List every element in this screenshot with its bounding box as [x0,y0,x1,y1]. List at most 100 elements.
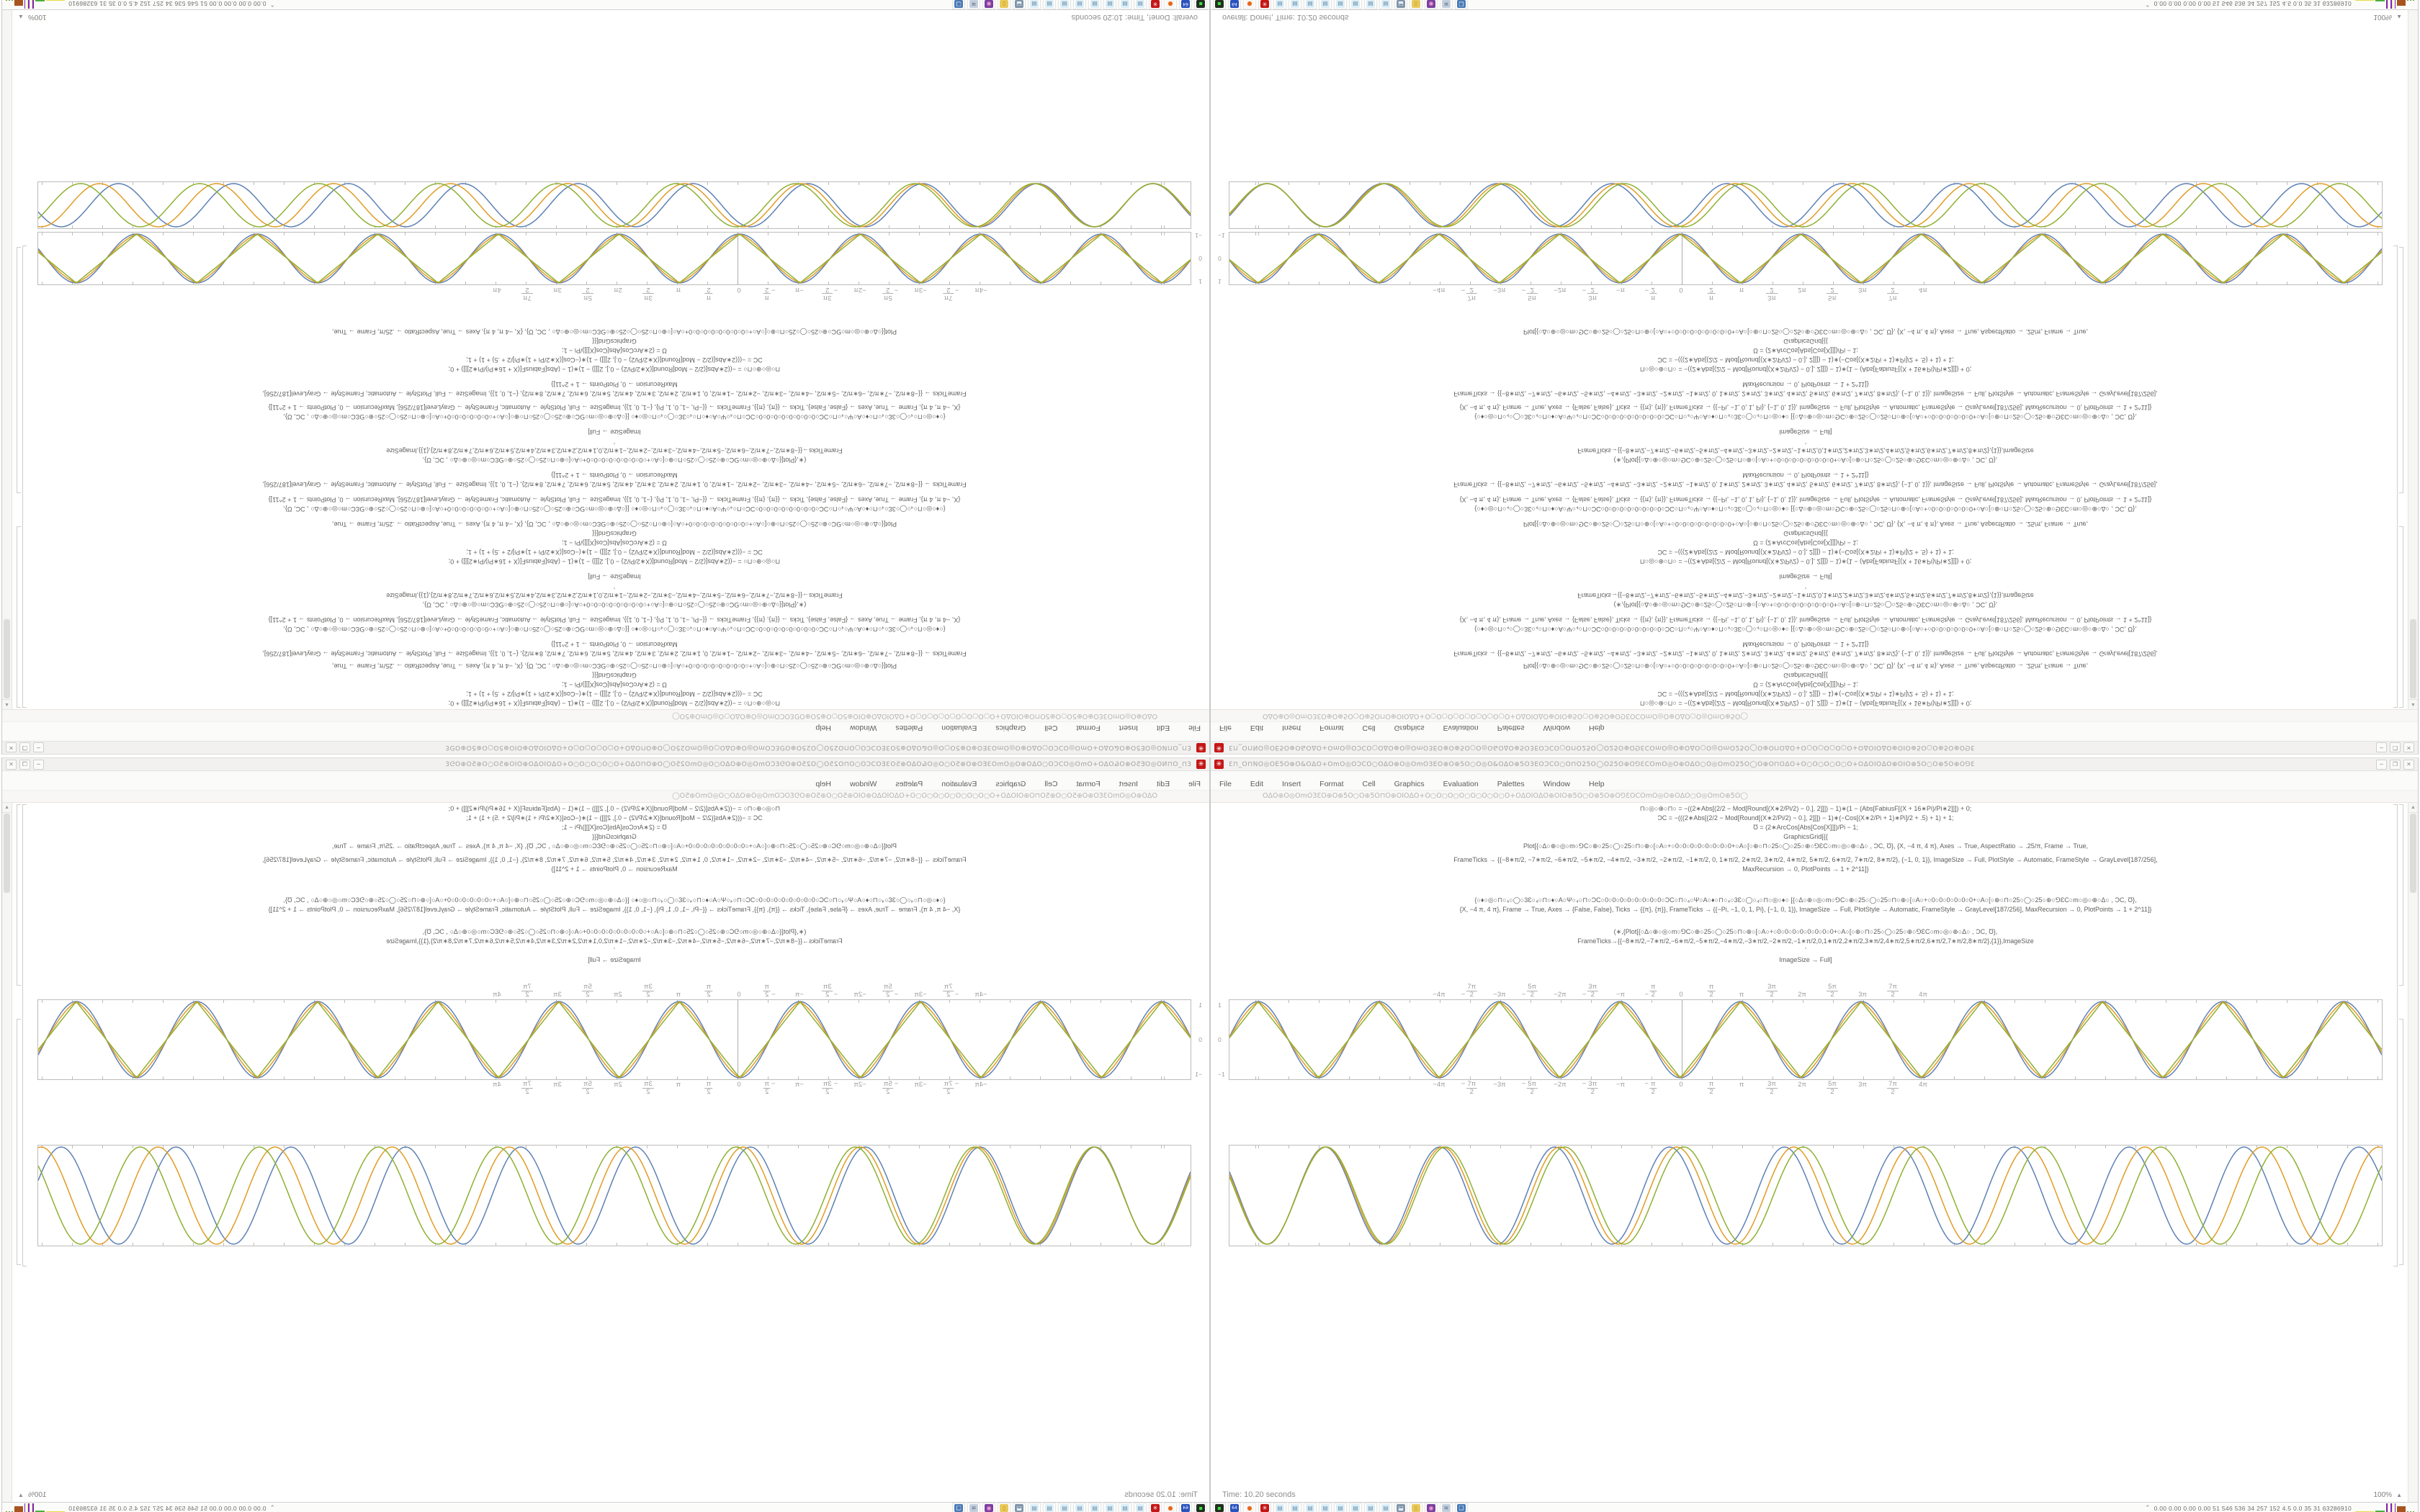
folder-icon[interactable]: ▯ [1410,1502,1422,1512]
chat-app-icon[interactable]: ◉ [1425,1502,1438,1512]
menu-item-edit[interactable]: Edit [1156,780,1170,788]
cell-bracket[interactable] [2399,804,2403,986]
folder-icon[interactable]: ▯ [998,0,1010,10]
menu-item-palettes[interactable]: Palettes [895,724,923,732]
cell-bracket[interactable] [2399,526,2403,708]
menu-item-graphics[interactable]: Graphics [995,724,1026,732]
menu-item-insert[interactable]: Insert [1282,724,1301,732]
menu-item-format[interactable]: Format [1319,724,1344,732]
notebook-toolbar[interactable]: OΔO⊕O◎OmO3ƐO⊕O⊕5O○O⊕5O⊓O⊕OΙOΔO+O○O○O○O○O… [1211,709,2418,722]
menu-item-help[interactable]: Help [1589,780,1605,788]
code-cell[interactable]: (∗,{Plot[{○Δ○⊕○◎○m○⅁C○⊕○25○◯○25○⊓○⊕○[○Α○… [1227,927,2385,965]
menu-item-window[interactable]: Window [1543,780,1571,788]
scrollbar-up-arrow[interactable]: ▲ [2408,803,2418,813]
scrollbar-up-arrow[interactable]: ▲ [2408,699,2418,709]
mathematica-spikey-icon[interactable]: ✳ [1149,0,1162,10]
resize-grip-icon[interactable]: ▲ [18,1492,24,1498]
notebook-icon[interactable]: ▤ [1134,1502,1147,1512]
scrollbar-thumb[interactable] [4,619,10,698]
vertical-scrollbar[interactable]: ▲ [2,803,12,1502]
code-cell[interactable]: (∗,{Plot[{○Δ○⊕○◎○m○⅁C○⊕○25○◯○25○⊓○⊕○[○Α○… [1227,572,2385,609]
scrollbar-thumb[interactable] [2410,814,2416,893]
cell-group-bracket[interactable] [2393,804,2398,1266]
notebook-icon[interactable]: ▤ [1088,1502,1101,1512]
screenshot-icon[interactable]: ⬓ [1394,1502,1407,1512]
window-app-icon[interactable]: ❑ [1455,0,1468,10]
mathematica-spikey-icon[interactable]: ✳ [1149,1502,1162,1512]
menu-item-evaluation[interactable]: Evaluation [941,724,977,732]
magnification-value[interactable]: 100% [27,13,47,21]
code-cell[interactable]: FrameTicks → {{−8∗π/2, −7∗π/2, −6∗π/2, −… [1227,639,2385,658]
menu-item-edit[interactable]: Edit [1250,724,1264,732]
notebook-toolbar[interactable]: OΔO⊕O◎OmO3ƐO⊕O⊕5O○O⊕5O⊓O⊕OΙOΔO+O○O○O○O○O… [2,709,1209,722]
notebook-icon[interactable]: ▤ [1103,1502,1116,1512]
minimize-button[interactable]: ─ [33,742,44,753]
code-cell[interactable]: FrameTicks → {{−8∗π/2, −7∗π/2, −6∗π/2, −… [1227,855,2385,874]
magnification-widget[interactable]: 100% ▲ [2374,1491,2403,1499]
scroll-icon[interactable]: ≋ [1440,1502,1453,1512]
notebook-icon[interactable]: ▤ [1073,1502,1086,1512]
floppy-64-icon[interactable]: 64 [1179,0,1192,10]
magnification-value[interactable]: 100% [2373,13,2393,21]
window-app-icon[interactable]: ❑ [1455,1502,1468,1512]
cell-bracket[interactable] [17,1019,21,1265]
code-cell[interactable]: {○♦○◎○⊓○₄○◯○3Ɛ○₄○⊓○♦○Α○Ψ○₄○⊓○ƆC○0○0○0○0○… [35,615,1193,634]
magnification-widget[interactable]: 100% ▲ [2374,13,2403,21]
close-button[interactable]: ✕ [2403,759,2414,770]
menu-item-window[interactable]: Window [849,780,877,788]
floppy-64-icon[interactable]: 64 [1228,1502,1241,1512]
notebook-icon[interactable]: ▤ [1134,0,1147,10]
magnification-value[interactable]: 100% [27,1491,47,1499]
scrollbar-thumb[interactable] [2410,619,2416,698]
magnification-value[interactable]: 100% [2373,1491,2393,1499]
notebook-icon[interactable]: ▤ [1364,0,1377,10]
firefox-icon[interactable]: ● [1243,0,1256,10]
menu-item-evaluation[interactable]: Evaluation [1443,780,1479,788]
code-cell[interactable]: (∗,{Plot[{○Δ○⊕○◎○m○⅁C○⊕○25○◯○25○⊓○⊕○[○Α○… [35,927,1193,965]
code-cell[interactable]: ⊓○◎○⊕○⊓○ = −((2∗Abs[(2/2 − Mod[Round[(X∗… [1227,804,2385,851]
window-titlebar[interactable]: ✳ Ɛ⊓_O⊓NO◎OЕ5O⊕O&OΔO+OmO◎OƆCO○OΔO⊕O◎OmO3… [2,741,1209,755]
code-cell[interactable]: FrameTicks → {{−8∗π/2, −7∗π/2, −6∗π/2, −… [1227,379,2385,398]
window-titlebar[interactable]: ✳ Ɛ⊓_O⊓NO◎OЕ5O⊕O&OΔO+OmO◎OƆCO○OΔO⊕O◎OmO3… [1211,757,2418,771]
resize-grip-icon[interactable]: ▲ [2396,1492,2402,1498]
cell-bracket[interactable] [2399,1019,2403,1265]
code-cell[interactable]: FrameTicks → {{−8∗π/2, −7∗π/2, −6∗π/2, −… [35,639,1193,658]
terminal-icon[interactable]: ▪ [1213,0,1226,10]
code-cell[interactable]: FrameTicks → {{−8∗π/2, −7∗π/2, −6∗π/2, −… [35,379,1193,398]
notebook-icon[interactable]: ▤ [1364,1502,1377,1512]
menu-item-insert[interactable]: Insert [1119,780,1138,788]
code-cell[interactable]: FrameTicks → {{−8∗π/2, −7∗π/2, −6∗π/2, −… [35,855,1193,874]
code-cell[interactable]: {○♦○◎○⊓○₄○◯○3Ɛ○₄○⊓○♦○Α○Ψ○₄○⊓○ƆC○0○0○0○0○… [35,402,1193,421]
cell-group-bracket[interactable] [22,804,27,1266]
menu-item-format[interactable]: Format [1319,780,1344,788]
cell-bracket[interactable] [2399,247,2403,493]
scroll-icon[interactable]: ≋ [1440,0,1453,10]
menu-item-palettes[interactable]: Palettes [895,780,923,788]
notebook-icon[interactable]: ▤ [1273,1502,1286,1512]
menu-item-format[interactable]: Format [1076,724,1101,732]
notebook-icon[interactable]: ▤ [1334,1502,1347,1512]
notebook-icon[interactable]: ▤ [1273,0,1286,10]
firefox-icon[interactable]: ● [1164,1502,1177,1512]
firefox-icon[interactable]: ● [1243,1502,1256,1512]
notebook-icon[interactable]: ▤ [1058,0,1071,10]
resize-grip-icon[interactable]: ▲ [18,14,24,20]
code-cell[interactable]: (∗,{Plot[{○Δ○⊕○◎○m○⅁C○⊕○25○◯○25○⊓○⊕○[○Α○… [35,427,1193,464]
restore-button[interactable]: ❐ [2390,742,2401,753]
window-titlebar[interactable]: ✳ Ɛ⊓_O⊓NO◎OЕ5O⊕O&OΔO+OmO◎OƆCO○OΔO⊕O◎OmO3… [2,757,1209,771]
mathematica-spikey-icon[interactable]: ✳ [1258,1502,1271,1512]
floppy-64-icon[interactable]: 64 [1179,1502,1192,1512]
menu-item-graphics[interactable]: Graphics [995,780,1026,788]
menu-item-cell[interactable]: Cell [1044,724,1058,732]
code-cell[interactable]: ⊓○◎○⊕○⊓○ = −((2∗Abs[(2/2 − Mod[Round[(X∗… [1227,661,2385,708]
code-cell[interactable]: (∗,{Plot[{○Δ○⊕○◎○m○⅁C○⊕○25○◯○25○⊓○⊕○[○Α○… [35,572,1193,609]
notebook-toolbar[interactable]: OΔO⊕O◎OmO3ƐO⊕O⊕5O○O⊕5O⊓O⊕OΙOΔO+O○O○O○O○O… [1211,790,2418,803]
notebook-icon[interactable]: ▤ [1379,1502,1392,1512]
cell-bracket[interactable] [17,804,21,986]
notebook-toolbar[interactable]: OΔO⊕O◎OmO3ƐO⊕O⊕5O○O⊕5O⊓O⊕OΙOΔO+O○O○O○O○O… [2,790,1209,803]
terminal-icon[interactable]: ▪ [1194,1502,1207,1512]
menu-item-graphics[interactable]: Graphics [1394,780,1425,788]
code-cell[interactable]: ⊓○◎○⊕○⊓○ = −((2∗Abs[(2/2 − Mod[Round[(X∗… [35,661,1193,708]
notebook-icon[interactable]: ▤ [1073,0,1086,10]
menu-item-edit[interactable]: Edit [1250,780,1264,788]
